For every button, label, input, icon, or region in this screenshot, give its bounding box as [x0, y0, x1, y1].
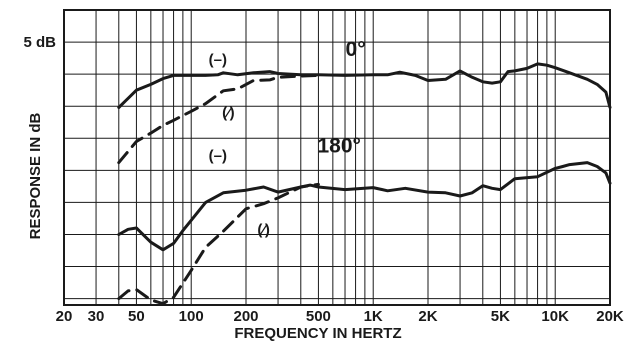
x-tick-label: 2K	[418, 308, 437, 325]
curve-layer	[117, 62, 612, 306]
x-tick-label: 500	[306, 308, 331, 325]
x-tick-label: 5K	[491, 308, 510, 325]
series-line-2	[117, 73, 320, 165]
y-axis-title: RESPONSE IN dB	[27, 112, 44, 239]
polarity-label: (–)	[209, 148, 227, 165]
x-tick-label: 20	[56, 308, 73, 325]
polarity-label: (–)	[209, 52, 227, 69]
x-axis-title: FREQUENCY IN HERTZ	[234, 325, 401, 342]
y-tick-label: 5 dB	[23, 34, 56, 51]
plot-frame	[63, 9, 611, 306]
x-tick-label: 30	[88, 308, 105, 325]
x-tick-label: 10K	[541, 308, 569, 325]
y-tick-labels: 5 dB	[23, 34, 56, 51]
annotations: 0° 180° (–) (⁄) (–) (⁄)	[209, 38, 366, 238]
x-tick-label: 200	[233, 308, 258, 325]
x-tick-labels: 20 30 50 100 200 500 1K 2K 5K 10K 20K	[56, 308, 624, 325]
series-line-1	[117, 62, 612, 109]
x-tick-label: 50	[128, 308, 145, 325]
series-line-4	[117, 182, 320, 306]
angle-label: 0°	[346, 38, 366, 61]
angle-label: 180°	[317, 134, 360, 157]
x-tick-label: 1K	[364, 308, 383, 325]
polarity-label: (⁄)	[222, 105, 235, 122]
series-line-3	[117, 161, 612, 252]
grid-layer	[64, 10, 610, 305]
polarity-label: (⁄)	[257, 222, 270, 239]
x-tick-label: 100	[179, 308, 204, 325]
x-tick-label: 20K	[596, 308, 624, 325]
